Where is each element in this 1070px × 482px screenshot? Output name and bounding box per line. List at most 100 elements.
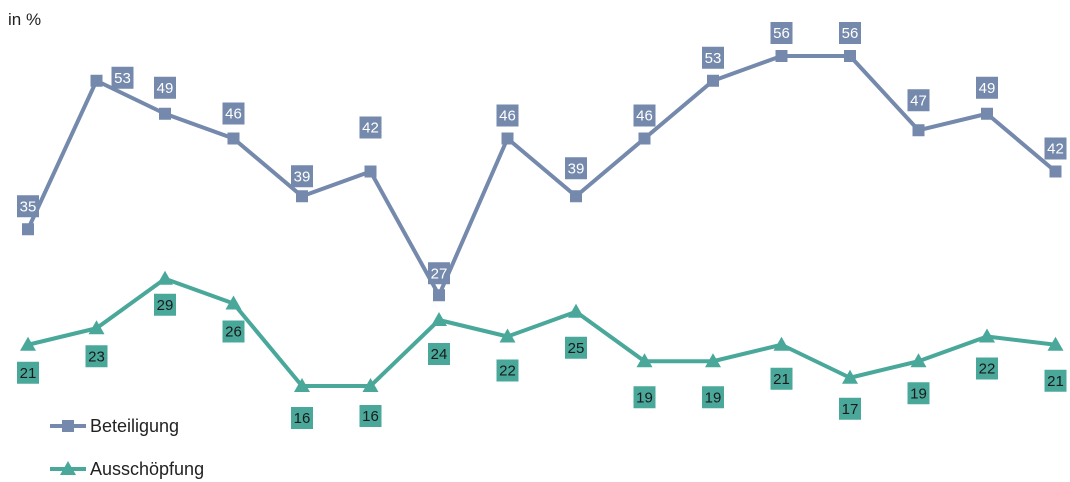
beteiligung-point <box>775 50 788 62</box>
legend-label: Beteiligung <box>90 416 179 436</box>
data-label-text: 16 <box>362 408 379 425</box>
data-label-text: 56 <box>773 25 790 42</box>
data-label-box <box>1044 369 1067 392</box>
data-label-text: 17 <box>842 401 859 418</box>
data-label-text: 42 <box>1047 141 1064 158</box>
series-line-beteiligung <box>26 54 1058 298</box>
data-label: 42 <box>359 116 382 139</box>
data-label: 46 <box>633 104 656 127</box>
data-label-text: 22 <box>499 363 516 380</box>
data-label: 19 <box>633 386 656 409</box>
data-label: 27 <box>428 262 450 285</box>
data-label: 21 <box>1044 369 1067 392</box>
data-label-box <box>839 22 861 44</box>
y-unit-label: in % <box>8 10 42 29</box>
data-label: 49 <box>976 76 998 99</box>
ausschoepfung-point <box>20 336 36 351</box>
data-label-box <box>154 76 176 99</box>
beteiligung-point <box>501 132 514 145</box>
series-line-ausschoepfung <box>26 276 1058 388</box>
data-label-text: 49 <box>979 80 996 97</box>
data-label-box <box>111 66 134 89</box>
beteiligung-point <box>227 132 240 145</box>
data-label-box <box>976 357 998 380</box>
beteiligung-point <box>90 74 103 87</box>
data-label-box <box>907 89 930 112</box>
ausschoepfung-point <box>842 369 858 384</box>
ausschoepfung-point <box>88 320 105 335</box>
data-label-text: 39 <box>294 168 311 185</box>
data-label: 25 <box>565 336 587 359</box>
beteiligung-point <box>981 107 993 120</box>
data-label-text: 23 <box>88 348 105 365</box>
data-label-text: 22 <box>979 361 996 378</box>
data-label-text: 29 <box>157 297 174 314</box>
data-label-box <box>154 293 176 316</box>
data-label: 53 <box>111 66 134 89</box>
legend-marker <box>60 461 76 475</box>
data-label-box <box>291 407 313 429</box>
data-label-box <box>428 343 450 365</box>
data-label-box <box>565 157 587 180</box>
data-label: 21 <box>17 361 39 384</box>
data-label: 22 <box>976 357 998 380</box>
data-label-text: 46 <box>225 106 242 123</box>
data-label-box <box>222 320 245 343</box>
data-label-text: 19 <box>636 389 653 406</box>
data-label: 22 <box>496 359 519 382</box>
ausschoepfung-point <box>294 378 310 392</box>
data-label-box <box>702 386 724 409</box>
ausschoepfung-point <box>431 312 447 326</box>
ausschoepfung-point <box>157 270 173 285</box>
legend-item-ausschoepfung: Ausschöpfung <box>50 459 204 479</box>
ausschoepfung-point <box>636 353 653 368</box>
beteiligung-point <box>707 74 719 87</box>
data-label: 49 <box>154 76 176 99</box>
data-label-box <box>17 195 39 218</box>
data-label: 56 <box>839 22 861 44</box>
beteiligung-point <box>159 107 171 120</box>
data-label-text: 56 <box>842 25 859 42</box>
data-label-text: 39 <box>568 160 585 177</box>
data-label-box <box>496 104 519 127</box>
legend-item-beteiligung: Beteiligung <box>50 416 179 436</box>
data-label: 26 <box>222 320 245 343</box>
data-label-box <box>85 345 108 368</box>
ausschoepfung-point <box>979 328 995 343</box>
data-label: 47 <box>907 89 930 112</box>
data-label-box <box>633 104 656 127</box>
data-label: 19 <box>907 382 930 405</box>
data-label-text: 27 <box>431 265 448 282</box>
data-label-box <box>291 165 313 188</box>
data-label-text: 19 <box>910 385 927 402</box>
ausschoepfung-point <box>705 353 721 368</box>
data-label: 21 <box>770 367 793 390</box>
beteiligung-point <box>570 190 582 203</box>
data-label: 16 <box>359 405 382 427</box>
data-label-box <box>496 359 519 382</box>
beteiligung-point <box>638 132 651 145</box>
beteiligung-point <box>1049 165 1062 178</box>
data-label-box <box>359 116 382 139</box>
data-label-text: 46 <box>636 108 653 125</box>
data-label: 39 <box>291 165 313 188</box>
data-label-text: 26 <box>225 324 242 341</box>
data-label-box <box>428 262 450 285</box>
ausschoepfung-point <box>568 303 584 318</box>
data-label-box <box>222 102 245 125</box>
data-label-text: 47 <box>910 92 927 109</box>
data-label-text: 16 <box>294 410 311 427</box>
beteiligung-point <box>364 165 377 178</box>
data-label-text: 25 <box>568 340 585 357</box>
data-label-text: 42 <box>362 120 379 137</box>
data-label-text: 35 <box>20 198 37 215</box>
beteiligung-point <box>912 124 925 137</box>
data-label-text: 49 <box>157 80 174 97</box>
ausschoepfung-point <box>1047 336 1064 351</box>
data-label: 46 <box>222 102 245 125</box>
legend-marker <box>62 420 74 432</box>
data-label-text: 21 <box>773 371 790 388</box>
data-label-text: 24 <box>431 346 448 363</box>
data-label-box <box>907 382 930 405</box>
